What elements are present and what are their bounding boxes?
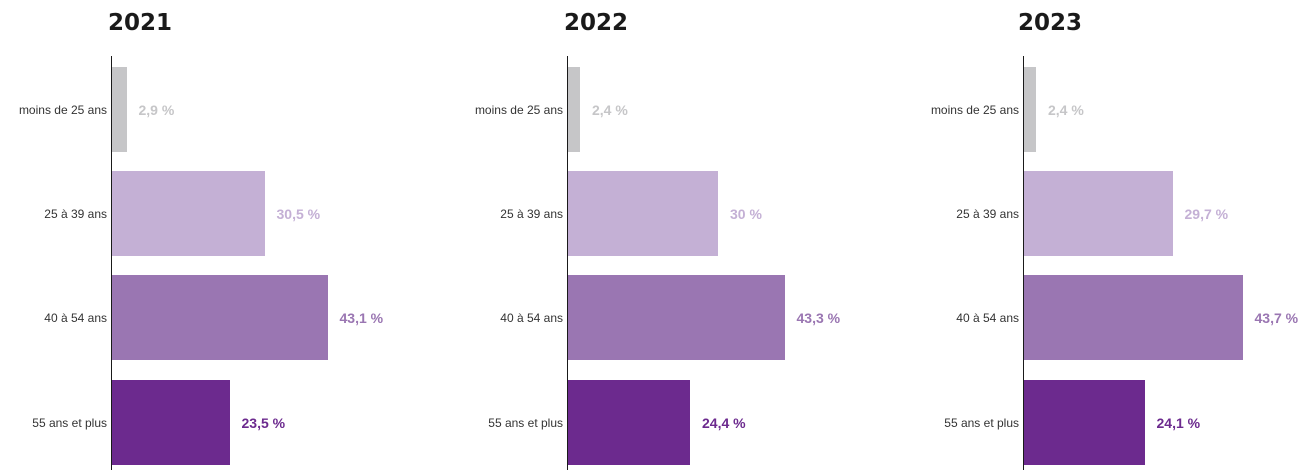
category-label: 25 à 39 ans: [956, 206, 1019, 221]
category-label: 40 à 54 ans: [500, 310, 563, 325]
category-label: 25 à 39 ans: [44, 206, 107, 221]
y-axis-line: [111, 56, 112, 470]
value-label: 43,7 %: [1254, 309, 1299, 326]
category-label: 40 à 54 ans: [44, 310, 107, 325]
value-label: 23,5 %: [241, 414, 286, 431]
category-label: moins de 25 ans: [930, 102, 1019, 117]
category-label: 55 ans et plus: [944, 415, 1019, 430]
bar: [568, 67, 580, 152]
y-axis-line: [1023, 56, 1024, 470]
category-label: moins de 25 ans: [18, 102, 107, 117]
y-axis-line: [567, 56, 568, 470]
category-label: 25 à 39 ans: [500, 206, 563, 221]
bar: [1024, 171, 1173, 256]
value-label: 30 %: [730, 205, 762, 222]
bar: [568, 171, 718, 256]
value-label: 29,7 %: [1184, 205, 1229, 222]
chart-title: 2023: [1018, 10, 1083, 36]
bar: [112, 171, 265, 256]
bar: [1024, 380, 1145, 465]
value-label: 30,5 %: [276, 205, 321, 222]
value-label: 2,9 %: [138, 101, 175, 118]
bar: [1024, 67, 1036, 152]
category-label: 40 à 54 ans: [956, 310, 1019, 325]
value-label: 24,1 %: [1156, 414, 1201, 431]
bar: [568, 380, 690, 465]
category-label: 55 ans et plus: [488, 415, 563, 430]
bar: [112, 380, 230, 465]
bar: [112, 275, 328, 360]
bar: [1024, 275, 1243, 360]
value-label: 24,4 %: [702, 414, 746, 431]
category-label: moins de 25 ans: [474, 102, 563, 117]
value-label: 2,4 %: [592, 101, 628, 118]
chart-title: 2021: [108, 10, 173, 36]
bar: [112, 67, 127, 152]
value-label: 43,1 %: [339, 309, 384, 326]
bar: [568, 275, 785, 360]
category-label: 55 ans et plus: [32, 415, 107, 430]
value-label: 2,4 %: [1048, 101, 1084, 118]
value-label: 43,3 %: [796, 309, 841, 326]
chart-title: 2022: [564, 10, 629, 36]
